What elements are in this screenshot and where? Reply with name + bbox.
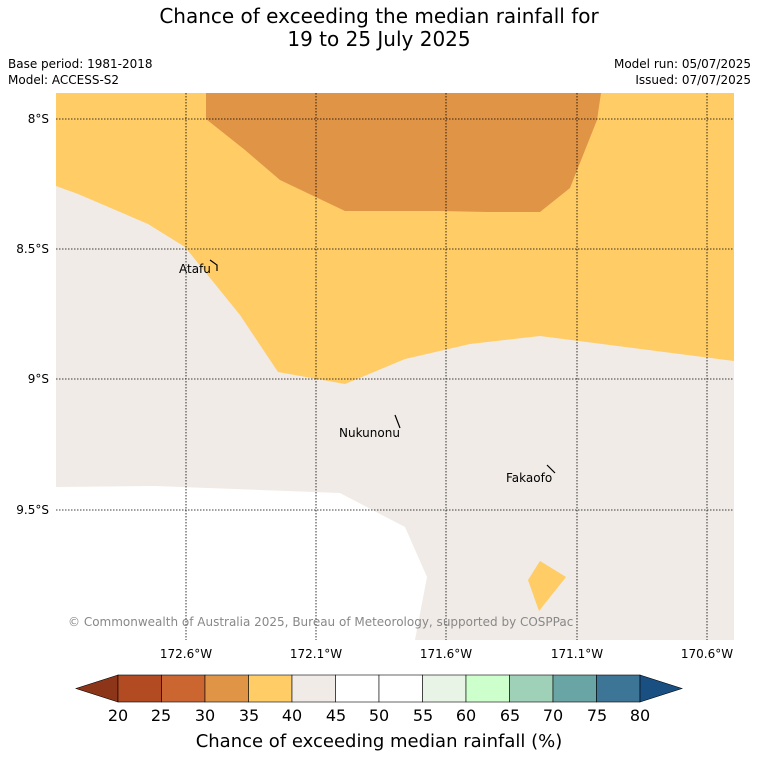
- colorbar-tick-20: 20: [108, 706, 128, 725]
- model-name: Model: ACCESS-S2: [8, 73, 120, 87]
- lon-label-171-6: 171.6°W: [420, 647, 472, 661]
- lat-labels: 8°S 8.5°S 9°S 9.5°S: [16, 112, 49, 517]
- lon-label-171-1: 171.1°W: [551, 647, 603, 661]
- lon-label-170-6: 170.6°W: [681, 647, 733, 661]
- islands: [209, 259, 556, 474]
- colorbar-tick-25: 25: [151, 706, 171, 725]
- map-title: Chance of exceeding the median rainfall …: [0, 5, 758, 51]
- colorbar-segment: [291, 674, 336, 703]
- place-label-atafu: Atafu: [179, 262, 211, 276]
- colorbar-tick-40: 40: [282, 706, 302, 725]
- colorbar-segment: [161, 674, 206, 703]
- colorbar-segment: [378, 674, 423, 703]
- lat-label-8-5: 8.5°S: [16, 242, 49, 256]
- colorbar-tick-45: 45: [326, 706, 346, 725]
- gridlines: [56, 93, 734, 640]
- colorbar-tick-60: 60: [456, 706, 476, 725]
- lat-label-9-5: 9.5°S: [16, 503, 49, 517]
- colorbar-tick-70: 70: [543, 706, 563, 725]
- lat-label-8: 8°S: [28, 112, 49, 126]
- colorbar-extend-high: [639, 674, 683, 703]
- lon-label-172-6: 172.6°W: [160, 647, 212, 661]
- copyright-text: © Commonwealth of Australia 2025, Bureau…: [68, 615, 573, 629]
- nukunonu-atoll: [394, 414, 401, 429]
- colorbar-segment: [596, 674, 641, 703]
- lon-labels: 172.6°W 172.1°W 171.6°W 171.1°W 170.6°W: [160, 647, 733, 661]
- colorbar-tick-65: 65: [500, 706, 520, 725]
- colorbar-segment: [204, 674, 249, 703]
- colorbar-tick-75: 75: [587, 706, 607, 725]
- meta-right: Model run: 05/07/2025 Issued: 07/07/2025: [614, 56, 751, 88]
- colorbar-segment: [335, 674, 380, 703]
- colorbar-extend-low: [75, 674, 119, 703]
- place-label-nukunonu: Nukunonu: [339, 426, 400, 440]
- colorbar-tick-labels: 20 25 30 35 40 45 50 55 60 65 70 75 80: [108, 706, 650, 725]
- colorbar-segment: [465, 674, 510, 703]
- place-label-fakaofo: Fakaofo: [506, 471, 552, 485]
- colorbar-tick-80: 80: [630, 706, 650, 725]
- colorbar-title: Chance of exceeding median rainfall (%): [196, 731, 563, 752]
- meta-left: Base period: 1981-2018 Model: ACCESS-S2: [8, 56, 153, 88]
- lat-label-9: 9°S: [28, 372, 49, 386]
- map-area: [56, 93, 734, 640]
- colorbar-tick-55: 55: [413, 706, 433, 725]
- title-line-2: 19 to 25 July 2025: [287, 27, 471, 51]
- colorbar-tick-35: 35: [239, 706, 259, 725]
- zone-30-35-percent: [206, 93, 601, 212]
- model-run: Model run: 05/07/2025: [613, 57, 751, 71]
- colorbar-tick-30: 30: [195, 706, 215, 725]
- colorbar-segment: [552, 674, 597, 703]
- colorbar-tick-50: 50: [369, 706, 389, 725]
- zone-35-40-percent-south: [528, 561, 566, 611]
- lon-label-172-1: 172.1°W: [290, 647, 342, 661]
- issued-date: Issued: 07/07/2025: [635, 73, 751, 87]
- place-labels: Atafu Nukunonu Fakaofo: [179, 262, 552, 485]
- colorbar-segment: [248, 674, 293, 703]
- title-line-1: Chance of exceeding the median rainfall …: [159, 4, 599, 28]
- colorbar-segment: [509, 674, 554, 703]
- base-period: Base period: 1981-2018: [8, 57, 153, 71]
- atafu-atoll: [209, 259, 218, 271]
- colorbar: [75, 674, 683, 703]
- colorbar-segment: [422, 674, 467, 703]
- colorbar-segment: [117, 674, 162, 703]
- fakaofo-atoll: [546, 464, 556, 474]
